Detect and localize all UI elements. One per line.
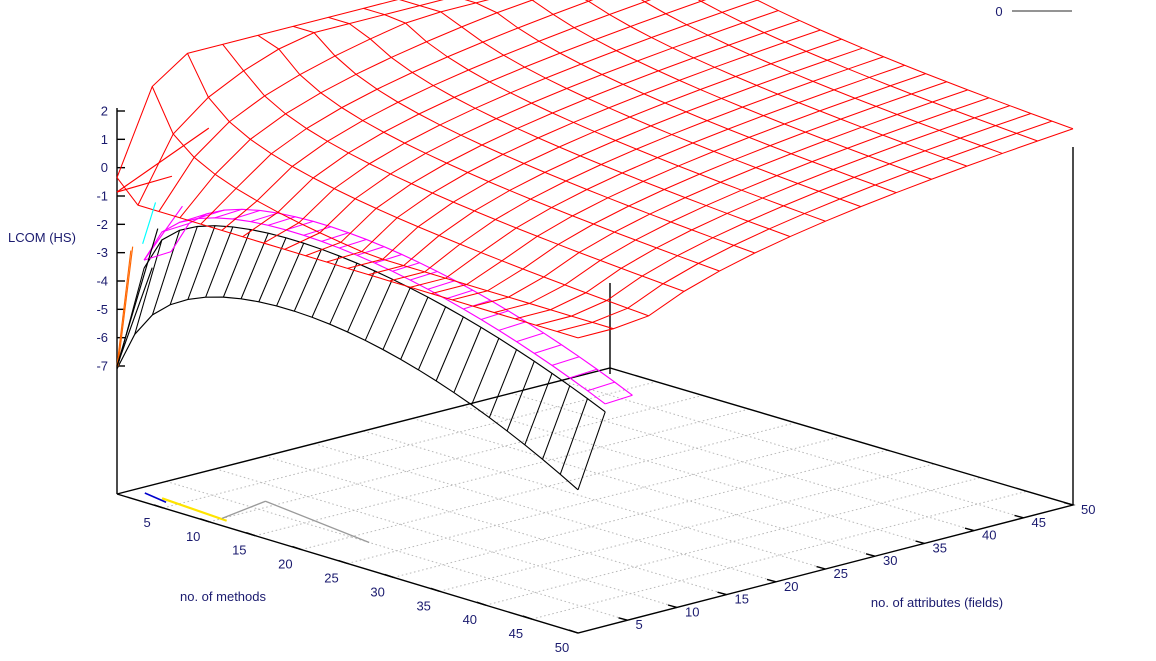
upper-surface-mesh (116, 0, 1074, 339)
x-tick-label: 35 (416, 598, 430, 613)
x-tick-label: 30 (370, 584, 384, 599)
y-tick-label: 5 (636, 617, 643, 632)
z-tick-label: 2 (101, 104, 108, 119)
y-tick-label: 30 (883, 553, 897, 568)
z-tick-label: -7 (96, 359, 108, 374)
z-tick-label: -2 (96, 217, 108, 232)
z-tick-label: -6 (96, 330, 108, 345)
y-tick-label: 25 (834, 566, 848, 581)
z-tick-label: 0 (101, 160, 108, 175)
x-tick-label: 10 (186, 529, 200, 544)
z-tick-label: -4 (96, 274, 108, 289)
z-tick-labels: 2 1 0 -1 -2 -3 -4 -5 -6 -7 (96, 104, 108, 374)
x-tick-label: 25 (324, 571, 338, 586)
y-tick-label: 10 (685, 604, 699, 619)
y-tick-label: 20 (784, 579, 798, 594)
x-tick-label: 50 (555, 640, 569, 655)
y-tick-label: 50 (1081, 502, 1095, 517)
z-tick-label: -5 (96, 302, 108, 317)
z-tick-label: 1 (101, 132, 108, 147)
surface-edge-accents (116, 127, 210, 367)
z-tick-label: -3 (96, 245, 108, 260)
base-plane-grid (162, 380, 1027, 621)
x-tick-label: 15 (232, 543, 246, 558)
x-axis-title: no. of methods (180, 589, 266, 604)
base-plane-tic-marks (153, 501, 1074, 634)
legend-entry-label: 0 (995, 4, 1002, 19)
x-tick-label: 20 (278, 557, 292, 572)
z-tick-label: -1 (96, 189, 108, 204)
legend: 0 (995, 4, 1072, 19)
x-tick-label: 5 (143, 515, 150, 530)
y-tick-labels: 5 10 15 20 25 30 35 40 45 50 (636, 502, 1096, 632)
y-axis-title: no. of attributes (fields) (871, 595, 1003, 610)
lower-surface-mesh (116, 225, 606, 491)
x-tick-label: 40 (463, 612, 477, 627)
y-tick-label: 45 (1032, 515, 1046, 530)
x-tick-label: 45 (509, 626, 523, 641)
y-tick-label: 40 (982, 528, 996, 543)
x-tick-labels: 5 10 15 20 25 30 35 40 45 50 (143, 515, 569, 655)
z-axis-title: LCOM (HS) (8, 230, 76, 245)
y-tick-label: 35 (933, 540, 947, 555)
base-projection-curves (144, 492, 370, 544)
y-tick-label: 15 (735, 592, 749, 607)
